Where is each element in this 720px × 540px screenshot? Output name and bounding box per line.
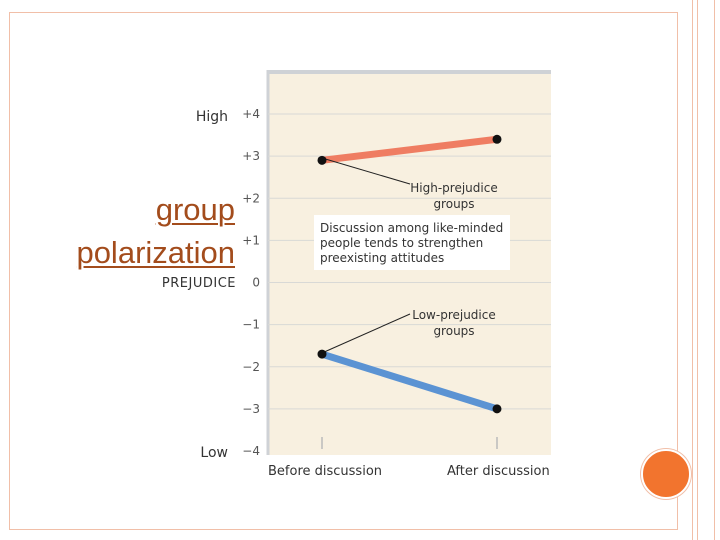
annotation-line3: preexisting attitudes bbox=[320, 251, 444, 265]
y-tick-label: +4 bbox=[242, 107, 260, 121]
slide-frame bbox=[9, 12, 678, 530]
y-tick-label: +1 bbox=[242, 233, 260, 247]
title-line-2: polarization bbox=[76, 235, 235, 270]
point-high-before bbox=[317, 155, 327, 165]
plot-top-edge bbox=[268, 70, 551, 74]
slide-title: group polarization bbox=[30, 188, 235, 274]
high-series-label-line2: groups bbox=[433, 197, 474, 211]
y-tick-label: −3 bbox=[242, 402, 260, 416]
callout-high-leader bbox=[321, 157, 411, 185]
y-high-label: High bbox=[196, 109, 228, 125]
x-label-after: After discussion bbox=[447, 464, 550, 479]
decor-line-3 bbox=[714, 0, 715, 540]
series-line-high-prejudice bbox=[321, 135, 498, 164]
x-label-before: Before discussion bbox=[268, 464, 382, 479]
y-tick-label: −1 bbox=[242, 318, 260, 332]
y-tick-label: −2 bbox=[242, 360, 260, 374]
title-line-1: group bbox=[155, 192, 235, 227]
high-series-label-line1: High-prejudice bbox=[410, 181, 497, 195]
annotation-line2: people tends to strengthen bbox=[320, 236, 483, 250]
series-line-low-prejudice bbox=[320, 350, 499, 413]
y-low-label: Low bbox=[200, 445, 228, 461]
y-tick-label: −4 bbox=[242, 444, 260, 458]
annotation-line1: Discussion among like-minded bbox=[320, 221, 503, 235]
annotation-box bbox=[314, 215, 510, 270]
low-series-label-line2: groups bbox=[433, 324, 474, 338]
callout-low-leader bbox=[321, 313, 411, 354]
decor-line-1 bbox=[692, 0, 693, 540]
point-low-before bbox=[317, 349, 327, 359]
y-tick-label: 0 bbox=[252, 276, 260, 290]
point-low-after bbox=[492, 404, 502, 414]
point-high-after bbox=[492, 134, 502, 144]
decor-line-2 bbox=[697, 0, 698, 540]
low-series-label-line1: Low-prejudice bbox=[412, 308, 496, 322]
y-tick-label: +2 bbox=[242, 191, 260, 205]
y-tick-label: +3 bbox=[242, 149, 260, 163]
accent-circle bbox=[641, 449, 691, 499]
y-tick-labels: +4 +3 +2 +1 0 −1 −2 −3 −4 bbox=[242, 107, 260, 458]
y-axis-label: PREJUDICE bbox=[162, 276, 236, 291]
